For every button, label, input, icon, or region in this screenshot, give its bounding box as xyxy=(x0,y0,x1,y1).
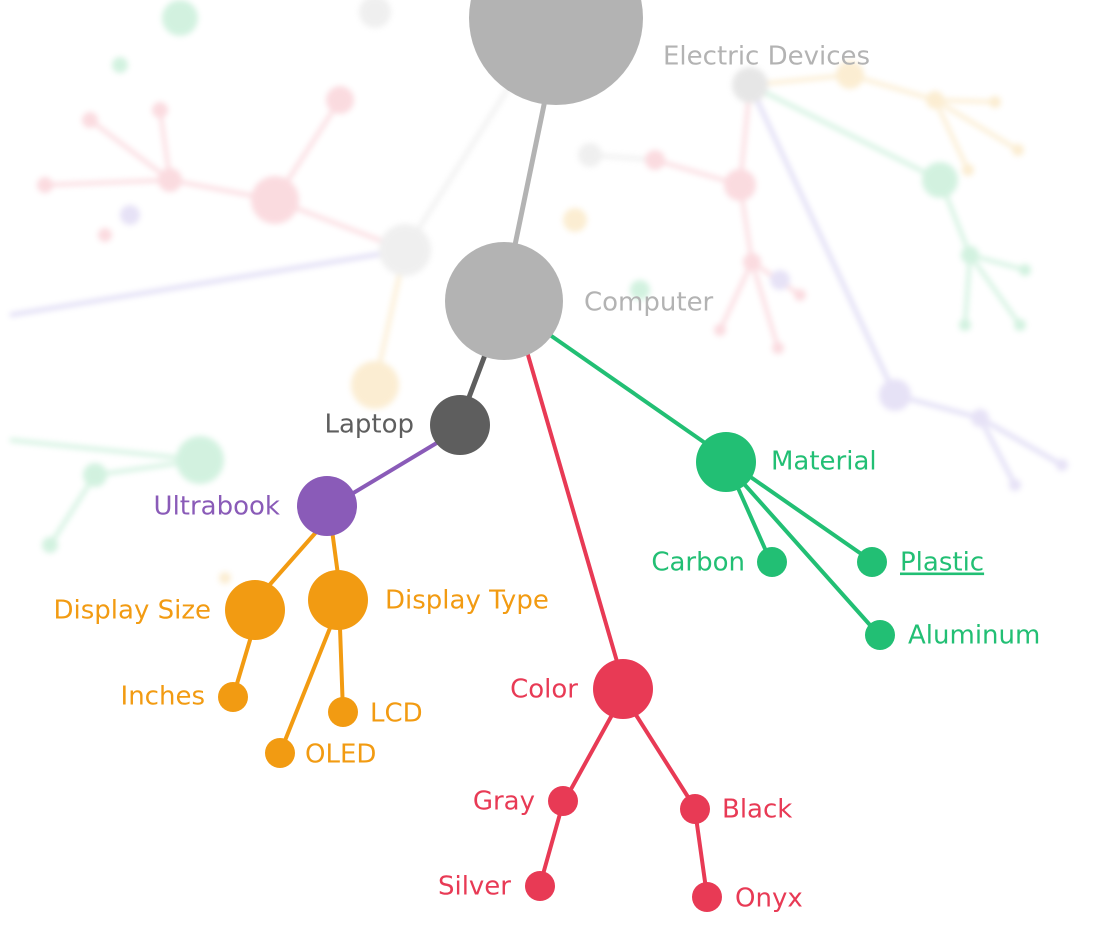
edge-gray-silver xyxy=(538,801,565,887)
edge-color-black xyxy=(634,713,697,810)
node-display-size[interactable] xyxy=(225,580,285,640)
node-silver[interactable] xyxy=(525,871,555,901)
edge-computer-laptop xyxy=(465,352,488,403)
node-black[interactable] xyxy=(680,794,710,824)
label-laptop: Laptop xyxy=(324,410,414,440)
edge-electric-devices-computer xyxy=(512,97,548,248)
diagram-labels: Electric Devices Computer Laptop Ultrabo… xyxy=(54,42,1041,914)
node-electric-devices[interactable] xyxy=(469,0,643,105)
label-onyx: Onyx xyxy=(735,884,803,914)
diagram-nodes xyxy=(218,0,895,912)
label-lcd: LCD xyxy=(370,699,423,729)
node-onyx[interactable] xyxy=(692,882,722,912)
node-aluminum[interactable] xyxy=(865,620,895,650)
edge-display-type-oled xyxy=(278,626,332,755)
label-gray: Gray xyxy=(473,787,535,817)
label-ultrabook: Ultrabook xyxy=(154,492,280,522)
edge-ultrabook-display-size xyxy=(263,528,320,592)
edge-color-gray xyxy=(563,713,614,802)
node-display-type[interactable] xyxy=(308,570,368,630)
node-inches[interactable] xyxy=(218,682,248,712)
label-color: Color xyxy=(510,675,578,705)
edge-material-carbon xyxy=(736,486,772,562)
diagram-edges xyxy=(231,97,880,898)
label-computer: Computer xyxy=(584,288,714,318)
label-material: Material xyxy=(771,447,877,477)
label-display-size: Display Size xyxy=(54,596,211,626)
label-oled: OLED xyxy=(305,740,376,770)
node-laptop[interactable] xyxy=(430,395,490,455)
background-network xyxy=(9,0,1068,584)
node-ultrabook[interactable] xyxy=(297,476,357,536)
edge-laptop-ultrabook xyxy=(343,433,452,500)
node-gray[interactable] xyxy=(548,786,578,816)
label-silver: Silver xyxy=(438,872,511,902)
edge-computer-color xyxy=(526,353,620,667)
node-color[interactable] xyxy=(593,659,653,719)
label-display-type: Display Type xyxy=(385,586,549,616)
label-electric-devices: Electric Devices xyxy=(663,42,870,72)
node-lcd[interactable] xyxy=(328,697,358,727)
edge-computer-material xyxy=(548,333,710,447)
label-aluminum: Aluminum xyxy=(908,621,1040,651)
node-carbon[interactable] xyxy=(757,547,787,577)
node-oled[interactable] xyxy=(265,738,295,768)
node-plastic[interactable] xyxy=(857,547,887,577)
edge-material-aluminum xyxy=(743,483,880,636)
label-plastic: Plastic xyxy=(900,548,984,578)
edge-black-onyx xyxy=(693,808,709,898)
node-computer[interactable] xyxy=(445,242,563,360)
label-inches: Inches xyxy=(121,682,205,712)
label-black: Black xyxy=(722,795,792,825)
label-carbon: Carbon xyxy=(651,548,745,578)
node-material[interactable] xyxy=(696,432,756,492)
edge-material-plastic xyxy=(750,476,872,562)
edge-ultrabook-display-type xyxy=(330,528,340,577)
